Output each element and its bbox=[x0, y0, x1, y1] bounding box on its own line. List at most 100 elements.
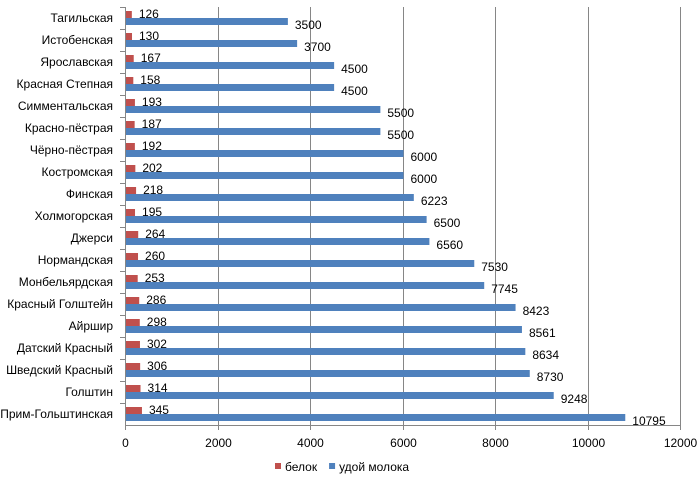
bar-belok bbox=[126, 121, 135, 128]
data-label-udoi-moloka: 4500 bbox=[341, 84, 368, 98]
category-label: Голштин bbox=[65, 385, 113, 399]
data-label-udoi-moloka: 6000 bbox=[411, 172, 438, 186]
bar-udoi-moloka bbox=[126, 106, 381, 113]
data-label-belok: 167 bbox=[141, 51, 161, 65]
category-label: Костромская bbox=[42, 165, 113, 179]
category-label: Датский Красный bbox=[17, 341, 113, 355]
data-label-belok: 192 bbox=[142, 139, 162, 153]
category-label: Шведский Красный bbox=[6, 363, 113, 377]
bar-belok bbox=[126, 319, 140, 326]
category-label: Тагильская bbox=[51, 11, 113, 25]
category-label: Красный Голштейн bbox=[7, 297, 113, 311]
data-label-belok: 314 bbox=[148, 381, 168, 395]
bar-udoi-moloka bbox=[126, 414, 626, 421]
category-label: Ярославская bbox=[40, 55, 113, 69]
data-label-belok: 187 bbox=[142, 117, 162, 131]
bar-udoi-moloka bbox=[126, 348, 526, 355]
x-tick-label: 0 bbox=[122, 436, 129, 450]
bar-udoi-moloka bbox=[126, 326, 522, 333]
data-label-belok: 126 bbox=[139, 7, 159, 21]
bar-udoi-moloka bbox=[126, 84, 335, 91]
bar-belok bbox=[126, 77, 134, 84]
data-label-belok: 195 bbox=[142, 205, 162, 219]
data-label-udoi-moloka: 6223 bbox=[421, 194, 448, 208]
category-label: Холмогорская bbox=[35, 209, 113, 223]
bar-belok bbox=[126, 165, 136, 172]
bar-belok bbox=[126, 297, 140, 304]
data-label-udoi-moloka: 6500 bbox=[434, 216, 461, 230]
category-label: Красная Степная bbox=[17, 77, 113, 91]
data-label-belok: 158 bbox=[140, 73, 160, 87]
data-label-belok: 298 bbox=[147, 315, 167, 329]
data-label-belok: 286 bbox=[146, 293, 166, 307]
legend: белок удой молока bbox=[275, 460, 409, 474]
bar-udoi-moloka bbox=[126, 216, 427, 223]
category-label: Джерси bbox=[71, 231, 113, 245]
bar-belok bbox=[126, 55, 134, 62]
data-label-belok: 130 bbox=[139, 29, 159, 43]
x-tick-label: 8000 bbox=[482, 436, 509, 450]
bar-belok bbox=[126, 99, 135, 106]
bar-belok bbox=[126, 253, 139, 260]
category-label: Финская bbox=[66, 187, 113, 201]
legend-swatch bbox=[329, 463, 336, 469]
data-label-udoi-moloka: 9248 bbox=[561, 392, 588, 406]
data-label-belok: 260 bbox=[145, 249, 165, 263]
legend-label: белок bbox=[285, 460, 318, 474]
data-label-udoi-moloka: 10795 bbox=[632, 414, 666, 428]
data-label-belok: 264 bbox=[145, 227, 165, 241]
data-label-udoi-moloka: 5500 bbox=[387, 128, 414, 142]
x-tick-label: 4000 bbox=[297, 436, 324, 450]
bar-belok bbox=[126, 385, 141, 392]
category-labels: Тагильская Истобенская Ярославская Красная … bbox=[0, 7, 125, 421]
data-label-udoi-moloka: 3500 bbox=[295, 18, 322, 32]
data-label-belok: 253 bbox=[145, 271, 165, 285]
data-label-udoi-moloka: 7745 bbox=[491, 282, 518, 296]
data-label-udoi-moloka: 4500 bbox=[341, 62, 368, 76]
x-axis-ticks: 0 2000 4000 6000 8000 10000 12000 bbox=[122, 425, 698, 450]
data-label-belok: 218 bbox=[143, 183, 163, 197]
data-label-udoi-moloka: 7530 bbox=[481, 260, 508, 274]
bar-udoi-moloka bbox=[126, 282, 485, 289]
bar-belok bbox=[126, 407, 142, 414]
data-label-udoi-moloka: 8423 bbox=[523, 304, 550, 318]
legend-label: удой молока bbox=[339, 460, 409, 474]
bar-belok bbox=[126, 143, 135, 150]
category-label: Истобенская bbox=[42, 33, 113, 47]
data-label-udoi-moloka: 6000 bbox=[411, 150, 438, 164]
data-label-udoi-moloka: 3700 bbox=[304, 40, 331, 54]
category-label: Симментальская bbox=[18, 99, 113, 113]
data-label-belok: 345 bbox=[149, 403, 169, 417]
data-label-udoi-moloka: 8561 bbox=[529, 326, 556, 340]
data-label-udoi-moloka: 8730 bbox=[537, 370, 564, 384]
bar-belok bbox=[126, 11, 132, 18]
category-label: Красно-пёстрая bbox=[25, 121, 113, 135]
bar-udoi-moloka bbox=[126, 260, 475, 267]
bar-udoi-moloka bbox=[126, 150, 404, 157]
x-tick-label: 6000 bbox=[390, 436, 417, 450]
bar-belok bbox=[126, 363, 141, 370]
data-label-belok: 306 bbox=[147, 359, 167, 373]
bar-udoi-moloka bbox=[126, 392, 554, 399]
x-tick-label: 12000 bbox=[664, 436, 698, 450]
bar-udoi-moloka bbox=[126, 304, 516, 311]
bar-udoi-moloka bbox=[126, 172, 404, 179]
data-labels: 126 3500 130 3700 167 4500 158 4500 193 5500 187 55… bbox=[139, 7, 666, 428]
bar-udoi-moloka bbox=[126, 238, 430, 245]
bar-belok bbox=[126, 209, 136, 216]
bar-udoi-moloka bbox=[126, 370, 530, 377]
data-label-udoi-moloka: 5500 bbox=[387, 106, 414, 120]
category-label: Чёрно-пёстрая bbox=[30, 143, 113, 157]
x-tick-label: 10000 bbox=[572, 436, 606, 450]
bar-belok bbox=[126, 187, 137, 194]
bar-belok bbox=[126, 33, 133, 40]
bar-belok bbox=[126, 231, 139, 238]
bars bbox=[126, 11, 626, 421]
x-tick-label: 2000 bbox=[205, 436, 232, 450]
data-label-belok: 302 bbox=[147, 337, 167, 351]
data-label-udoi-moloka: 6560 bbox=[436, 238, 463, 252]
data-label-udoi-moloka: 8634 bbox=[532, 348, 559, 362]
category-label: Монбельярдская bbox=[19, 275, 113, 289]
bar-udoi-moloka bbox=[126, 128, 381, 135]
